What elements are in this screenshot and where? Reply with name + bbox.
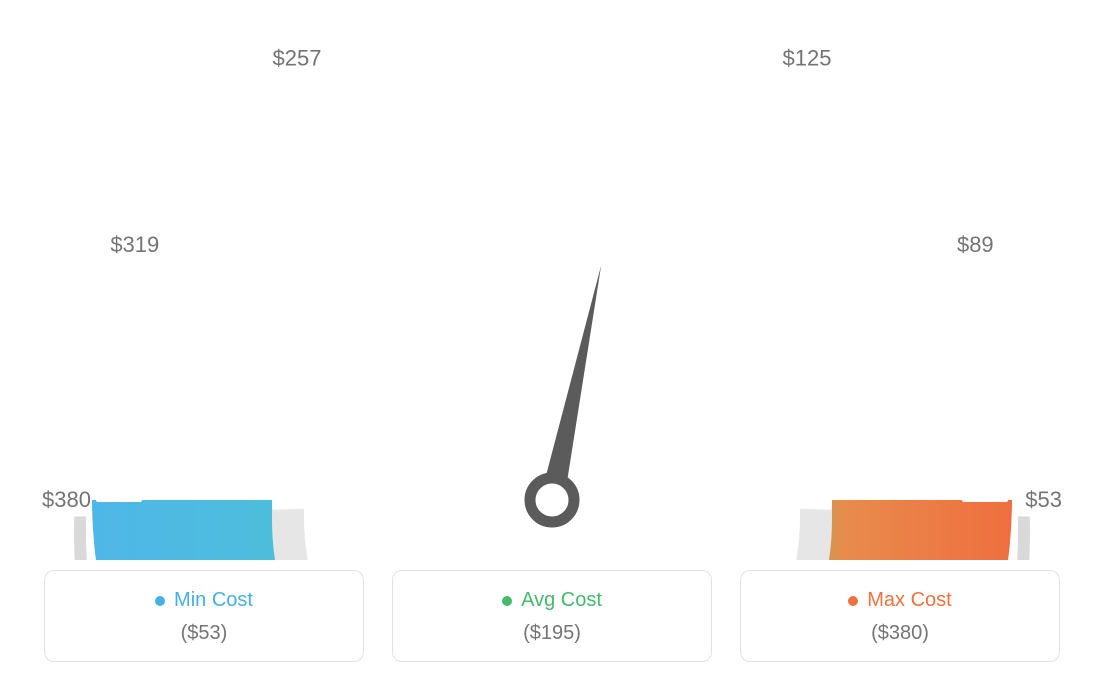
legend-label: Avg Cost bbox=[521, 589, 602, 612]
gauge-tick-label: $125 bbox=[783, 45, 832, 70]
legend-label: Max Cost bbox=[867, 589, 951, 612]
gauge-tick-label: $380 bbox=[42, 487, 91, 512]
dot-icon bbox=[155, 596, 165, 606]
legend-title-avg: Avg Cost bbox=[502, 589, 602, 612]
gauge-svg: $53 $89 $125 $195 $257 $319 $380 bbox=[0, 0, 1104, 560]
legend-card-min: Min Cost ($53) bbox=[44, 570, 364, 662]
gauge-tick-label: $89 bbox=[957, 232, 994, 257]
gauge-tick-label: $319 bbox=[110, 232, 159, 257]
legend-title-max: Max Cost bbox=[848, 589, 951, 612]
gauge-tick-label: $53 bbox=[1025, 487, 1062, 512]
dot-icon bbox=[502, 596, 512, 606]
legend-card-max: Max Cost ($380) bbox=[740, 570, 1060, 662]
legend-value: ($195) bbox=[403, 622, 701, 645]
legend-value: ($380) bbox=[751, 622, 1049, 645]
legend-label: Min Cost bbox=[174, 589, 253, 612]
dot-icon bbox=[848, 596, 858, 606]
gauge-tick-label: $257 bbox=[273, 45, 322, 70]
legend-value: ($53) bbox=[55, 622, 353, 645]
legend-card-avg: Avg Cost ($195) bbox=[392, 570, 712, 662]
legend-row: Min Cost ($53) Avg Cost ($195) Max Cost … bbox=[0, 570, 1104, 662]
legend-title-min: Min Cost bbox=[155, 589, 253, 612]
cost-gauge-chart: $53 $89 $125 $195 $257 $319 $380 bbox=[0, 0, 1104, 560]
gauge-tick-label: $195 bbox=[528, 0, 577, 2]
